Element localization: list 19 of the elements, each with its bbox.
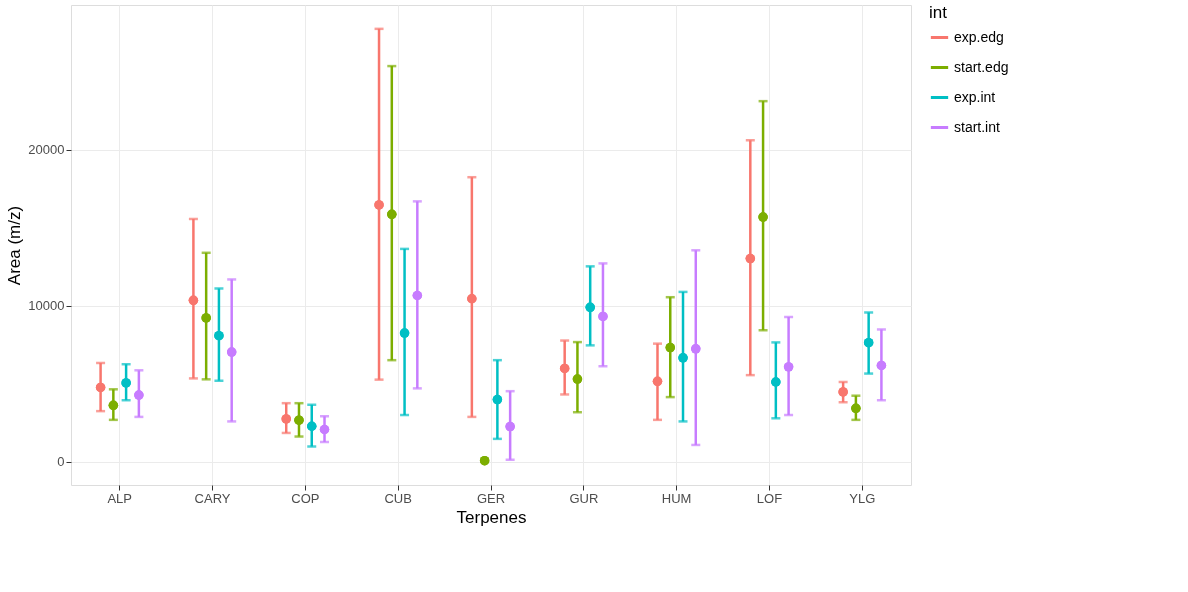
x-tick-label: YLG: [849, 490, 876, 506]
x-tick-label: GUR: [569, 490, 599, 506]
y-tick-label: 10000: [28, 298, 65, 314]
legend-title: int: [929, 3, 948, 22]
legend-label: exp.edg: [954, 28, 1004, 45]
x-tick-label: ALP: [107, 490, 133, 506]
x-tick-label: HUM: [661, 490, 692, 506]
x-tick-label: CUB: [384, 490, 412, 506]
x-axis-title: Terpenes: [456, 507, 527, 527]
legend-label: exp.int: [954, 88, 996, 105]
y-tick-label: 0: [57, 454, 65, 470]
x-tick-label: LOF: [756, 490, 783, 506]
x-tick-label: GER: [476, 490, 506, 506]
legend-label: start.int: [954, 118, 1001, 135]
x-tick-label: CARY: [194, 490, 231, 506]
legend-label: start.edg: [954, 58, 1009, 75]
y-tick-label: 20000: [28, 142, 65, 158]
x-tick-label: COP: [291, 490, 320, 506]
y-axis-title: Area (m/z): [5, 205, 25, 286]
